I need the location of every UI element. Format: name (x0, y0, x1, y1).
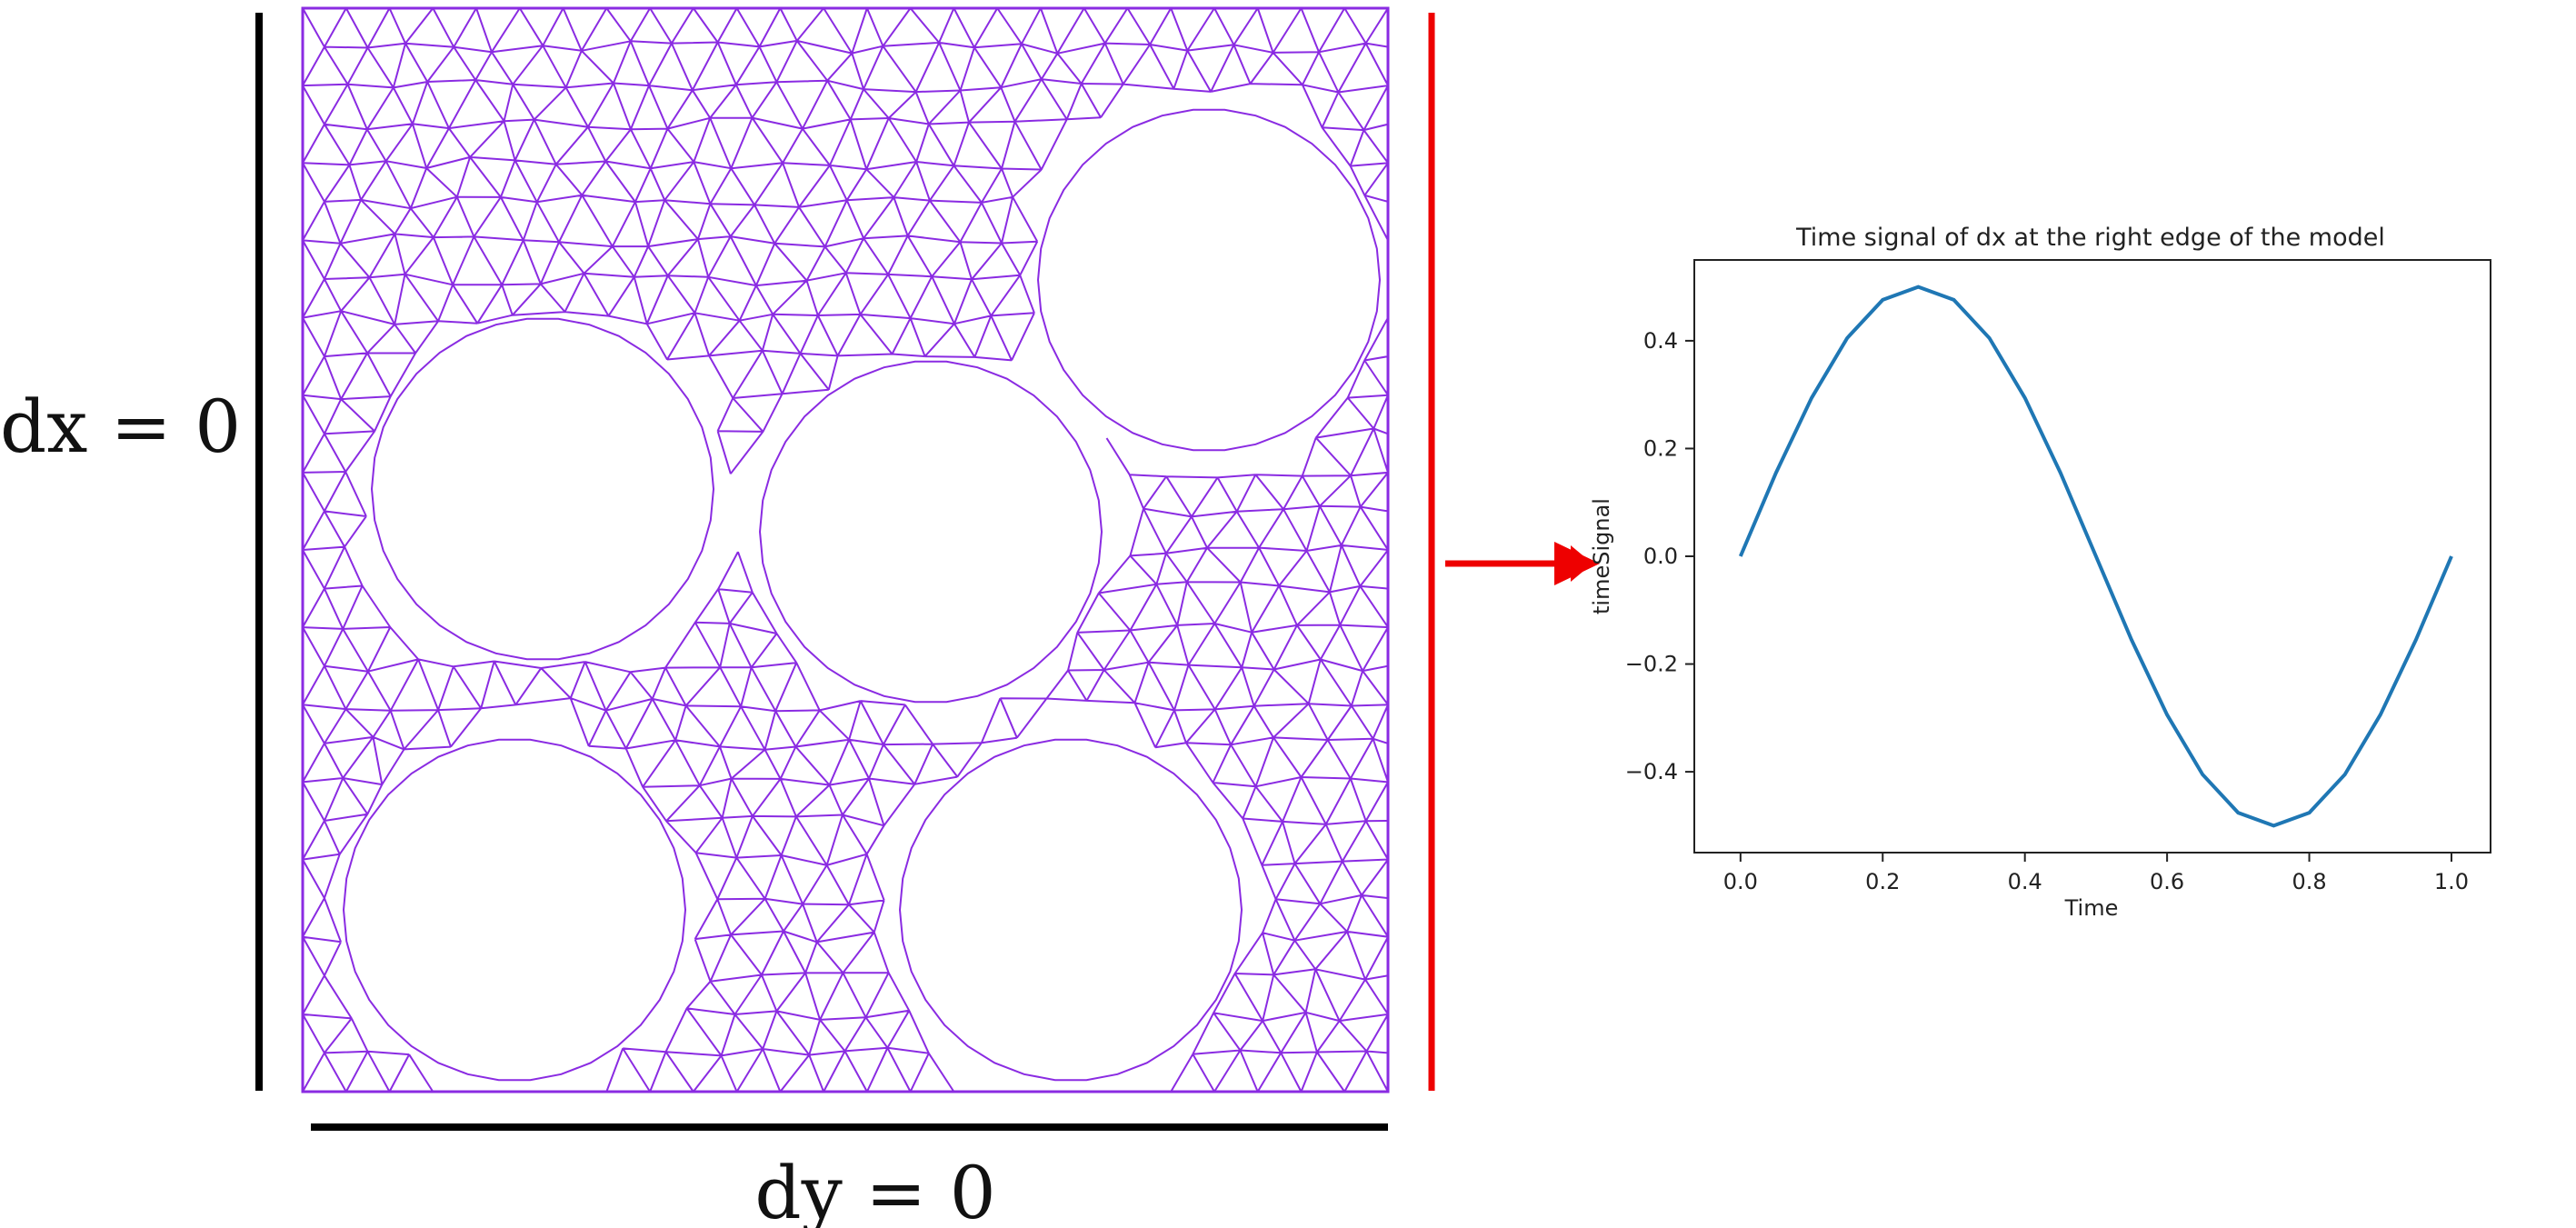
bottom-boundary-label: dy = 0 (754, 1151, 995, 1228)
plot-area (1693, 259, 2491, 854)
series-line (1738, 285, 2453, 828)
x-tick-label: 0.2 (1865, 869, 1900, 894)
y-tick-label: −0.2 (1625, 652, 1678, 677)
y-axis-label: timeSignal (1589, 498, 1614, 614)
chart-title: Time signal of dx at the right edge of t… (1795, 224, 2385, 252)
mesh-hole (342, 738, 687, 1082)
time-signal-chart: Time signal of dx at the right edge of t… (1589, 224, 2491, 921)
left-boundary-label: dx = 0 (0, 384, 241, 469)
x-axis-label: Time (2064, 895, 2119, 921)
x-tick-label: 0.0 (1723, 869, 1758, 894)
x-tick-label: 0.6 (2150, 869, 2184, 894)
fem-mesh (301, 6, 1390, 1093)
x-tick-label: 1.0 (2434, 869, 2469, 894)
x-tick-label: 0.8 (2291, 869, 2326, 894)
mesh-hole (758, 360, 1103, 704)
y-tick-label: −0.4 (1625, 759, 1678, 784)
x-tick-label: 0.4 (2008, 869, 2042, 894)
load-arrow-head-fill (1554, 542, 1600, 585)
mesh-hole (1036, 108, 1382, 452)
mesh-hole (898, 738, 1243, 1082)
mesh-outline (301, 6, 1390, 1093)
y-tick-label: 0.0 (1643, 544, 1678, 569)
y-tick-label: 0.4 (1643, 328, 1678, 354)
y-tick-label: 0.2 (1643, 435, 1678, 461)
mesh-hole (370, 317, 715, 661)
